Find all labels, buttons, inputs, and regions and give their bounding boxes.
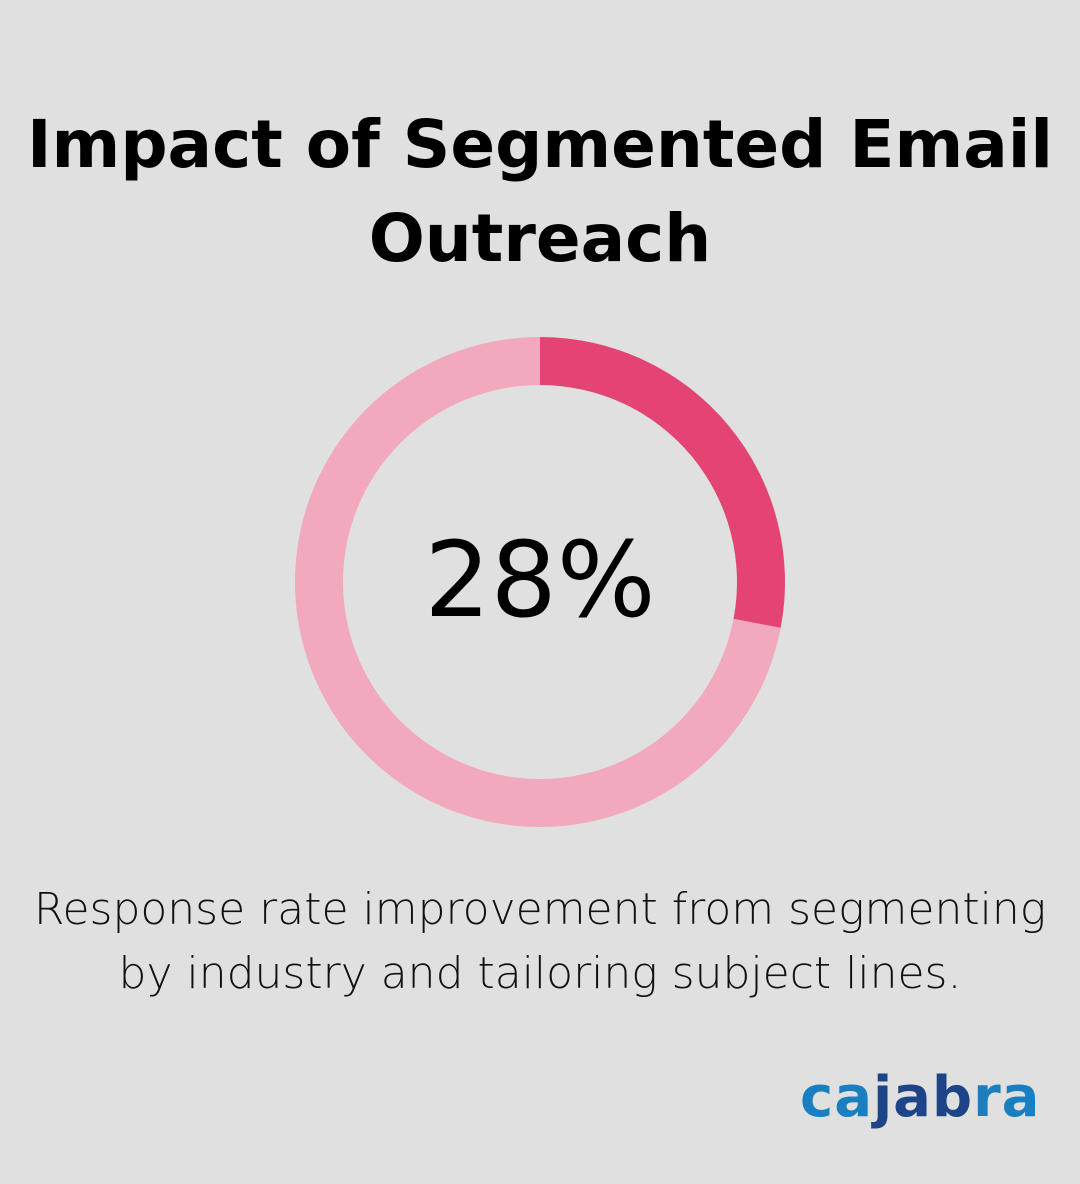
donut-chart — [294, 337, 785, 827]
caption: Response rate improvement from segmentin… — [33, 884, 1047, 999]
donut-slice-highlight — [540, 337, 785, 628]
center-value-label: 28% — [424, 519, 656, 641]
chart-title: Impact of Segmented Email Outreach — [26, 106, 1054, 277]
cajabra-logo: cajabra — [800, 1065, 1041, 1130]
